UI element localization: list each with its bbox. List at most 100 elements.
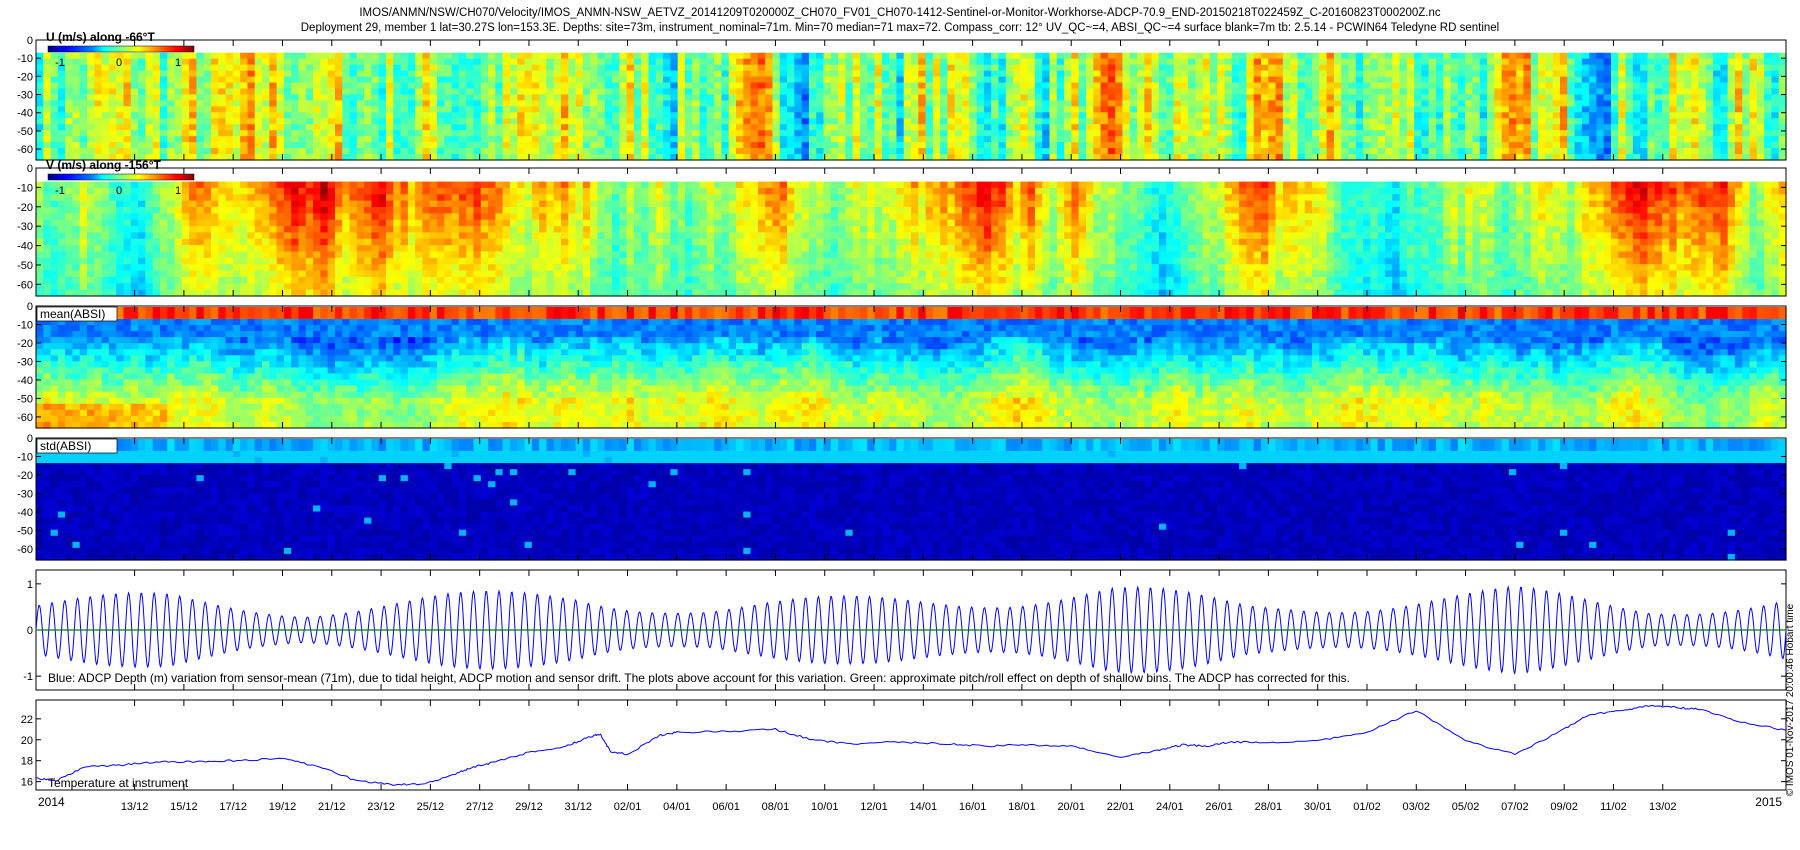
- heat-cell: [152, 187, 161, 195]
- heat-cell: [1384, 58, 1393, 66]
- heat-cell: [728, 82, 737, 90]
- heat-cell: [1137, 148, 1145, 155]
- heat-cell: [867, 82, 876, 90]
- heat-cell: [1698, 112, 1707, 119]
- heat-cell: [218, 238, 227, 246]
- heat-cell: [1049, 142, 1058, 149]
- heat-cell: [874, 124, 883, 131]
- heat-cell: [1071, 52, 1080, 60]
- figure-title: IMOS/ANMN/NSW/CH070/Velocity/IMOS_ANMN-N…: [359, 7, 1441, 19]
- heat-cell: [225, 64, 234, 72]
- heat-cell: [1209, 154, 1218, 161]
- heat-cell: [889, 136, 898, 143]
- heat-cell: [940, 76, 949, 84]
- heat-cell: [677, 148, 686, 155]
- heat-cell: [262, 100, 270, 107]
- heat-cell: [626, 94, 635, 101]
- heat-cell: [36, 181, 44, 189]
- heat-cell: [1640, 58, 1649, 66]
- heat-cell: [531, 130, 540, 137]
- heat-cell: [1166, 82, 1175, 90]
- heat-cell: [1720, 124, 1729, 131]
- heat-cell: [1676, 106, 1685, 113]
- heat-cell: [1151, 118, 1160, 125]
- heat-cell: [1457, 70, 1466, 78]
- heat-cell: [1034, 94, 1043, 101]
- heat-cell: [655, 94, 664, 101]
- heat-cell: [116, 200, 125, 208]
- heat-cell: [138, 58, 146, 66]
- heat-cell: [313, 154, 321, 161]
- heat-cell: [1654, 142, 1663, 149]
- heat-cell: [779, 130, 788, 137]
- heat-cell: [1144, 136, 1153, 143]
- heat-cell: [830, 106, 839, 113]
- heat-cell: [1195, 94, 1204, 101]
- heat-cell: [123, 148, 132, 155]
- heat-cell: [1530, 52, 1539, 60]
- heat-cell: [196, 154, 205, 161]
- heat-cell: [473, 100, 482, 107]
- heat-cell: [1363, 82, 1371, 90]
- heat-cell: [159, 232, 168, 240]
- heat-cell: [1224, 124, 1233, 131]
- heat-cell: [145, 148, 154, 155]
- heat-cell: [174, 207, 183, 214]
- heat-cell: [1487, 58, 1495, 66]
- heat-cell: [1151, 58, 1160, 66]
- heat-cell: [108, 82, 117, 90]
- heat-cell: [1596, 148, 1605, 155]
- heat-cell: [174, 130, 183, 137]
- heat-cell: [1625, 70, 1634, 78]
- heat-cell: [1508, 100, 1517, 107]
- heat-cell: [1589, 112, 1598, 119]
- heat-cell: [539, 82, 548, 90]
- heat-cell: [539, 148, 548, 155]
- heat-cell: [1603, 88, 1612, 96]
- heat-cell: [1749, 64, 1758, 72]
- heat-cell: [327, 142, 336, 149]
- heat-cell: [546, 64, 555, 72]
- heat-cell: [677, 118, 686, 125]
- heat-cell: [1603, 64, 1612, 72]
- heat-cell: [1479, 82, 1488, 90]
- heat-cell: [101, 226, 110, 234]
- heat-cell: [1414, 100, 1423, 107]
- heat-cell: [1749, 112, 1758, 119]
- heat-cell: [509, 64, 518, 72]
- heat-cell: [1494, 112, 1503, 119]
- heat-cell: [626, 76, 635, 84]
- heat-cell: [473, 148, 482, 155]
- heat-cell: [568, 58, 577, 66]
- heat-cell: [342, 136, 351, 143]
- heat-cell: [911, 52, 919, 60]
- heat-cell: [283, 194, 292, 202]
- heat-cell: [407, 118, 416, 125]
- heat-cell: [1086, 124, 1094, 131]
- heat-cell: [123, 283, 132, 291]
- heat-cell: [1596, 124, 1605, 131]
- heat-cell: [181, 257, 190, 265]
- heat-cell: [1275, 118, 1284, 125]
- heat-cell: [1100, 88, 1109, 96]
- heat-cell: [1005, 106, 1014, 113]
- heat-cell: [1764, 112, 1773, 119]
- heat-cell: [765, 142, 774, 149]
- heat-cell: [1020, 100, 1029, 107]
- heat-cell: [932, 100, 941, 107]
- heat-cell: [1487, 118, 1495, 125]
- heat-cell: [531, 106, 540, 113]
- heat-cell: [1552, 58, 1561, 66]
- heat-cell: [991, 82, 1000, 90]
- heat-cell: [684, 100, 693, 107]
- heat-cell: [1443, 52, 1452, 60]
- heat-cell: [1064, 136, 1073, 143]
- heat-cell: [1523, 142, 1532, 149]
- heat-cell: [87, 118, 95, 125]
- heat-cell: [633, 52, 642, 60]
- heat-cell: [1603, 136, 1612, 143]
- heat-cell: [488, 136, 496, 143]
- heat-cell: [247, 130, 256, 137]
- heat-cell: [830, 148, 839, 155]
- heat-cell: [757, 124, 766, 131]
